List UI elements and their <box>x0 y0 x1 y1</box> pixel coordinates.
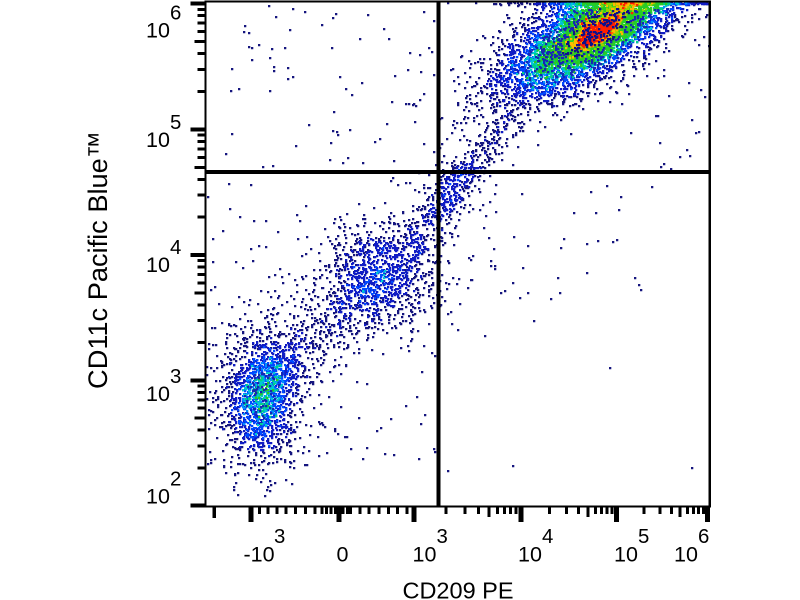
svg-text:5: 5 <box>170 112 181 134</box>
svg-text:3: 3 <box>437 526 448 548</box>
svg-text:0: 0 <box>337 543 349 567</box>
svg-text:10: 10 <box>146 253 170 277</box>
svg-text:10: 10 <box>413 543 437 567</box>
svg-text:10: 10 <box>146 485 170 509</box>
svg-text:3: 3 <box>170 366 181 388</box>
svg-text:CD11c Pacific Blue™: CD11c Pacific Blue™ <box>82 131 113 389</box>
svg-text:2: 2 <box>170 469 181 491</box>
svg-text:10: 10 <box>146 19 170 43</box>
svg-text:10: 10 <box>674 543 698 567</box>
svg-text:4: 4 <box>542 526 553 548</box>
svg-text:6: 6 <box>170 3 181 25</box>
svg-text:10: 10 <box>146 128 170 152</box>
svg-text:CD209 PE: CD209 PE <box>402 578 513 600</box>
svg-text:3: 3 <box>274 526 285 548</box>
svg-text:5: 5 <box>638 526 649 548</box>
svg-text:10: 10 <box>614 543 638 567</box>
svg-text:4: 4 <box>170 237 181 259</box>
svg-text:6: 6 <box>698 526 709 548</box>
svg-text:-10: -10 <box>244 543 275 567</box>
svg-text:10: 10 <box>146 382 170 406</box>
svg-text:10: 10 <box>518 543 542 567</box>
